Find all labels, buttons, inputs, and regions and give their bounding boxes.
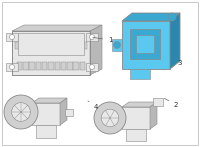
Circle shape <box>94 102 126 134</box>
Bar <box>18 33 84 55</box>
Bar <box>80 42 87 49</box>
Polygon shape <box>12 31 90 75</box>
Bar <box>42 62 47 70</box>
Bar <box>86 63 98 71</box>
Polygon shape <box>60 98 67 125</box>
Bar <box>31 42 38 49</box>
Circle shape <box>4 95 38 129</box>
Text: 1: 1 <box>93 37 112 43</box>
Polygon shape <box>122 21 170 69</box>
Bar <box>86 33 98 41</box>
Bar <box>48 62 54 70</box>
Bar <box>36 125 56 138</box>
Bar <box>126 129 146 141</box>
Polygon shape <box>150 102 157 129</box>
Circle shape <box>10 35 14 40</box>
Circle shape <box>12 103 30 121</box>
Bar <box>64 42 71 49</box>
Polygon shape <box>90 25 102 75</box>
Circle shape <box>168 13 176 21</box>
Bar <box>6 33 18 41</box>
Bar <box>17 62 22 70</box>
Text: 3: 3 <box>172 57 182 66</box>
Polygon shape <box>170 13 180 69</box>
Polygon shape <box>32 103 60 125</box>
Bar <box>73 62 79 70</box>
Bar <box>112 39 122 51</box>
Polygon shape <box>122 107 150 129</box>
Text: 4: 4 <box>88 101 98 110</box>
Circle shape <box>114 41 120 49</box>
Polygon shape <box>32 98 67 103</box>
Bar <box>15 42 22 49</box>
Bar <box>153 98 163 106</box>
Polygon shape <box>122 13 180 21</box>
Bar <box>72 42 79 49</box>
Circle shape <box>101 109 119 127</box>
Bar <box>6 63 18 71</box>
Bar <box>48 42 54 49</box>
Bar <box>65 109 73 116</box>
Circle shape <box>90 65 95 70</box>
Bar <box>55 62 60 70</box>
Bar <box>23 42 30 49</box>
Text: 2: 2 <box>164 98 178 108</box>
Circle shape <box>90 35 95 40</box>
Bar <box>23 62 29 70</box>
Bar <box>56 42 63 49</box>
Bar <box>61 62 66 70</box>
Bar <box>67 62 73 70</box>
Bar <box>29 62 35 70</box>
Bar <box>36 62 41 70</box>
Polygon shape <box>12 25 102 31</box>
Polygon shape <box>122 102 157 107</box>
Bar <box>136 35 154 53</box>
Bar <box>80 62 85 70</box>
Bar <box>130 29 160 59</box>
Bar <box>39 42 46 49</box>
Circle shape <box>10 65 14 70</box>
Bar <box>130 69 150 79</box>
